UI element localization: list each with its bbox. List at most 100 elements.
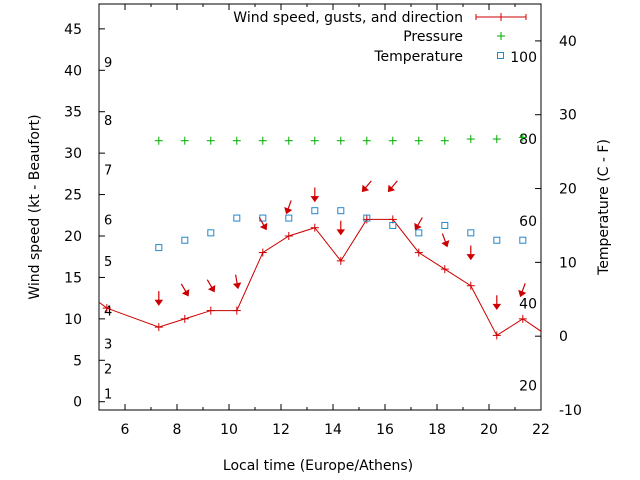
wind-point-13 [440, 265, 449, 274]
x-tick-label-5: 16 [376, 422, 394, 438]
x-tick-label-7: 20 [480, 422, 498, 438]
legend-label-wind: Wind speed, gusts, and direction [233, 10, 463, 26]
wind-point-1 [102, 304, 111, 313]
temperature-point-2 [207, 229, 215, 237]
pressure-point-5 [284, 136, 293, 145]
wind-arrow-0 [154, 291, 164, 306]
wind-arrow-12 [466, 245, 476, 261]
fahrenheit-label-80: 80 [519, 132, 537, 148]
pressure-point-12 [466, 135, 475, 144]
wind-arrow-4 [258, 217, 268, 231]
wind-arrow-11 [441, 233, 450, 248]
temperature-point-10 [415, 229, 423, 237]
beaufort-label-9: 9 [104, 56, 112, 71]
pressure-point-14 [518, 133, 527, 142]
fahrenheit-label-60: 60 [519, 214, 537, 230]
beaufort-label-6: 6 [104, 213, 112, 228]
y-right-axis-title: Temperature (C - F) [596, 139, 612, 276]
y-right-tick-label-1: 0 [559, 329, 568, 345]
temperature-point-14 [519, 236, 527, 244]
temperature-point-12 [467, 229, 475, 237]
y-left-tick-label-9: 45 [64, 22, 82, 38]
y-right-tick-label-3: 20 [559, 182, 577, 198]
legend: Wind speed, gusts, and direction Pressur… [233, 10, 527, 65]
y-left-tick-label-4: 20 [64, 229, 82, 245]
y-right-tick-label-4: 30 [559, 108, 577, 124]
pressure-point-4 [258, 136, 267, 145]
wind-point-3 [180, 314, 189, 323]
pressure-point-7 [336, 136, 345, 145]
y-right-tick-labels: -10 0 10 20 30 40 [559, 34, 582, 419]
wind-point-14 [466, 281, 475, 290]
wind-arrow-6 [310, 187, 320, 203]
wind-point-7 [284, 232, 293, 240]
wind-point-9 [336, 256, 345, 265]
x-tick-label-8: 22 [532, 422, 550, 438]
wind-arrow-13 [492, 295, 502, 310]
y-right-tick-label-2: 10 [559, 255, 577, 271]
y-left-tick-labels: 0 5 10 15 20 25 30 35 40 45 [64, 22, 82, 411]
beaufort-label-5: 5 [104, 255, 112, 270]
temperature-series [155, 207, 527, 252]
pressure-point-1 [180, 136, 189, 145]
wind-direction-arrows [154, 180, 527, 310]
pressure-point-13 [492, 135, 501, 144]
wind-arrow-9 [387, 180, 398, 193]
x-axis-title: Local time (Europe/Athens) [223, 458, 413, 474]
beaufort-label-8: 8 [104, 114, 112, 129]
wind-point-6 [258, 248, 267, 257]
y-left-tick-label-5: 25 [64, 188, 82, 204]
legend-key-temperature [497, 52, 504, 59]
wind-arrow-10 [414, 217, 423, 231]
wind-point-16 [518, 314, 527, 323]
wind-arrow-5 [284, 200, 293, 215]
wind-arrow-1 [180, 283, 190, 297]
x-tick-label-0: 6 [121, 422, 130, 438]
wind-point-2 [154, 323, 163, 332]
temperature-point-9 [389, 221, 397, 229]
legend-label-temperature: Temperature [373, 49, 463, 65]
temperature-point-5 [285, 214, 293, 222]
wind-arrow-7 [336, 220, 346, 236]
wind-point-4 [206, 306, 215, 315]
wind-point-15 [492, 331, 501, 340]
y-left-tick-label-7: 35 [64, 105, 82, 121]
fahrenheit-label-100: 100 [510, 50, 537, 66]
fahrenheit-label-20: 20 [519, 379, 537, 395]
temperature-point-13 [493, 236, 501, 244]
fahrenheit-labels: 20 40 60 80 100 [510, 50, 537, 394]
pressure-point-10 [414, 136, 423, 145]
pressure-point-2 [206, 136, 215, 145]
pressure-point-11 [440, 136, 449, 145]
axis-ticks [98, 4, 542, 411]
fahrenheit-label-40: 40 [519, 297, 537, 313]
temperature-point-7 [337, 207, 345, 215]
beaufort-label-2: 2 [104, 363, 112, 378]
y-left-axis-title: Wind speed (kt - Beaufort) [27, 114, 43, 299]
legend-key-wind [475, 13, 527, 21]
beaufort-label-3: 3 [104, 338, 112, 353]
beaufort-label-7: 7 [104, 164, 112, 179]
temperature-point-1 [181, 236, 189, 244]
temperature-point-8 [363, 214, 371, 222]
y-left-tick-label-3: 15 [64, 270, 82, 286]
y-right-tick-label-5: 40 [559, 34, 577, 50]
x-tick-label-6: 18 [428, 422, 446, 438]
wind-speed-line [99, 218, 541, 337]
x-tick-labels: 6 8 10 12 14 16 18 20 22 [121, 422, 550, 438]
pressure-series [154, 133, 527, 145]
x-tick-label-3: 12 [272, 422, 290, 438]
y-left-tick-label-6: 30 [64, 146, 82, 162]
beaufort-label-4: 4 [104, 305, 112, 320]
temperature-point-11 [441, 221, 449, 229]
temperature-point-3 [233, 214, 241, 222]
legend-key-pressure [497, 32, 505, 40]
wind-arrow-3 [232, 274, 242, 290]
wind-arrow-2 [206, 279, 216, 293]
plot-area [98, 3, 542, 411]
beaufort-label-1: 1 [104, 387, 112, 402]
wind-point-12 [414, 248, 423, 257]
wind-arrow-14 [518, 283, 527, 298]
x-tick-label-1: 8 [173, 422, 182, 438]
